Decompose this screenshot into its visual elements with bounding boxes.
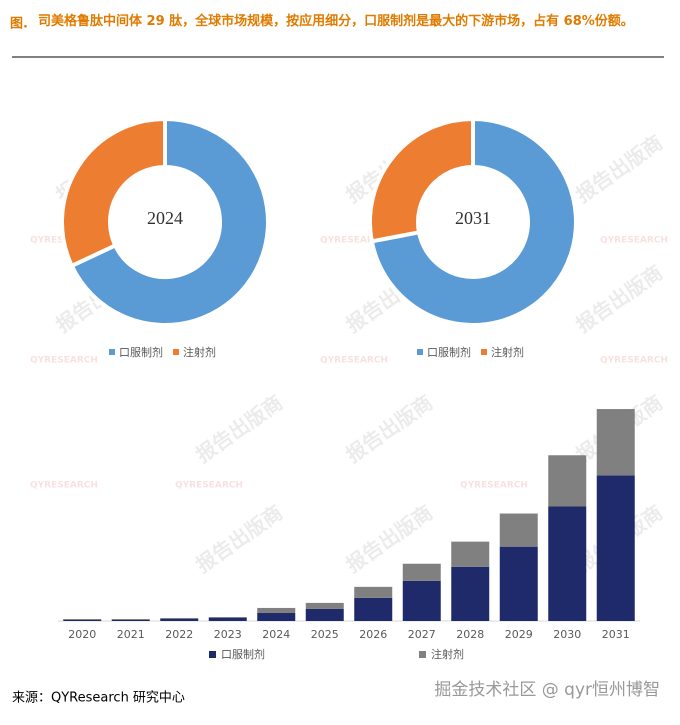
legend-label: 口服制剂 [221, 647, 265, 661]
bar-segment [160, 617, 199, 619]
logo-watermark: QYRESEARCH [460, 481, 528, 491]
bar-segment [208, 616, 247, 618]
watermark: 报告出版商 [191, 390, 287, 467]
bar-segment [499, 546, 538, 621]
watermark: 报告出版商 [341, 390, 437, 467]
bar-segment [63, 618, 102, 620]
bar-segment [596, 409, 635, 476]
bar-segment [160, 618, 199, 621]
logo-watermark: QYRESEARCH [600, 356, 668, 366]
donut-center-label: 2031 [455, 208, 491, 228]
watermark: 报告出版商 [571, 130, 667, 207]
legend-label: 注射剂 [431, 647, 464, 661]
watermark: 报告出版商 [571, 260, 667, 337]
legend-label: 注射剂 [491, 345, 524, 359]
logo-watermark: QYRESEARCH [320, 236, 388, 246]
donut-slice [368, 116, 475, 244]
logo-watermark: QYRESEARCH [30, 481, 98, 491]
bar-segment [451, 541, 490, 567]
logo-watermark: QYRESEARCH [175, 481, 243, 491]
x-tick-label: 2020 [68, 628, 96, 641]
legend-swatch [209, 651, 216, 658]
bar-segment [257, 612, 296, 621]
legend-label: 注射剂 [183, 345, 216, 359]
bar-segment [305, 602, 344, 609]
watermark: 报告出版商 [191, 500, 287, 577]
bar-segment [208, 617, 247, 621]
legend-swatch [481, 349, 487, 355]
x-tick-label: 2022 [165, 628, 193, 641]
figure-title: 司美格鲁肽中间体 29 肽，全球市场规模，按应用细分，口服制剂是最大的下游市场，… [38, 14, 634, 29]
donut-slice [369, 116, 578, 327]
x-tick-label: 2028 [456, 628, 484, 641]
x-tick-label: 2023 [214, 628, 242, 641]
bar-segment [548, 455, 587, 507]
bar-segment [354, 597, 393, 621]
x-tick-label: 2030 [553, 628, 581, 641]
bar-segment [111, 618, 150, 620]
x-tick-label: 2031 [602, 628, 630, 641]
bar-segment [354, 586, 393, 598]
bar-segment [596, 475, 635, 621]
legend-swatch [419, 651, 426, 658]
x-tick-label: 2026 [359, 628, 387, 641]
bar-segment [257, 607, 296, 613]
logo-watermark: QYRESEARCH [320, 356, 388, 366]
logo-watermark: QYRESEARCH [30, 356, 98, 366]
x-tick-label: 2021 [117, 628, 145, 641]
title-box: 司美格鲁肽中间体 29 肽，全球市场规模，按应用细分，口服制剂是最大的下游市场，… [38, 14, 634, 29]
bar-segment [499, 513, 538, 547]
logo-watermark: QYRESEARCH [600, 236, 668, 246]
donut-slice [69, 116, 270, 327]
legend-label: 口服制剂 [119, 345, 163, 359]
source: 来源：QYResearch 研究中心 [12, 691, 185, 706]
x-tick-label: 2025 [311, 628, 339, 641]
bar-segment [111, 619, 150, 621]
bar-segment [305, 608, 344, 621]
x-tick-label: 2024 [262, 628, 290, 641]
bar-segment [451, 566, 490, 621]
bar-segment [63, 619, 102, 621]
bar-segment [402, 563, 441, 581]
x-tick-label: 2027 [408, 628, 436, 641]
figure-label: 图. [10, 17, 28, 32]
legend-swatch [109, 349, 115, 355]
legend-swatch [417, 349, 423, 355]
legend-swatch [173, 349, 179, 355]
donut-center-label: 2024 [147, 208, 183, 228]
legend-label: 口服制剂 [427, 345, 471, 359]
donut-slice [60, 116, 167, 269]
bar-segment [548, 506, 587, 621]
x-tick-label: 2029 [505, 628, 533, 641]
footer-watermark: 掘金技术社区 @ qyr恒州博智 [434, 680, 660, 700]
bar-segment [402, 580, 441, 621]
